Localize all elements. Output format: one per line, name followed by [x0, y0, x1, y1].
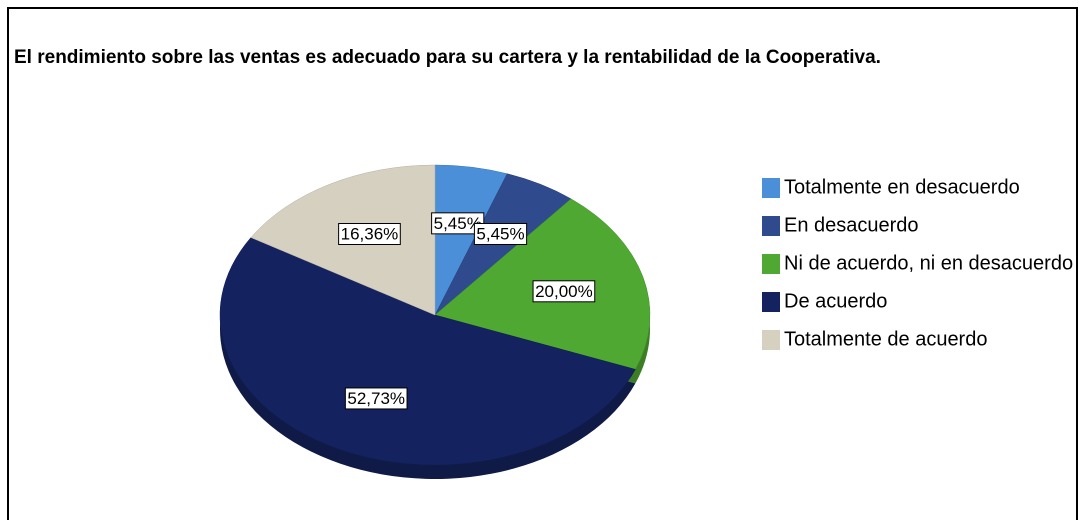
- data-label-text: 20,00%: [535, 282, 593, 301]
- data-label-text: 16,36%: [341, 225, 399, 244]
- data-label: 5,45%: [473, 222, 528, 245]
- data-label-box: [338, 223, 401, 246]
- data-label-text: 52,73%: [347, 389, 405, 408]
- data-label-box: [344, 387, 408, 410]
- legend-label: En desacuerdo: [784, 214, 919, 236]
- data-label: 20,00%: [532, 280, 596, 303]
- data-label: 52,73%: [344, 387, 408, 410]
- data-label: 5,45%: [431, 212, 485, 235]
- legend-label: De acuerdo: [784, 290, 887, 312]
- legend-swatch: [762, 292, 780, 312]
- data-label-text: 5,45%: [476, 224, 524, 243]
- data-label-text: 5,45%: [434, 214, 482, 233]
- data-label-box: [532, 280, 596, 303]
- legend-swatch: [762, 330, 780, 350]
- slice: [219, 237, 636, 466]
- data-label-box: [473, 222, 528, 245]
- legend-label: Totalmente de acuerdo: [784, 328, 987, 350]
- legend-swatch: [762, 254, 780, 274]
- legend-swatch: [762, 178, 780, 198]
- legend-label: Totalmente en desacuerdo: [784, 176, 1020, 198]
- data-label: 16,36%: [338, 223, 401, 246]
- legend-swatch: [762, 216, 780, 236]
- chart-title: El rendimiento sobre las ventas es adecu…: [14, 47, 881, 68]
- legend-label: Ni de acuerdo, ni en desacuerdo: [784, 252, 1073, 274]
